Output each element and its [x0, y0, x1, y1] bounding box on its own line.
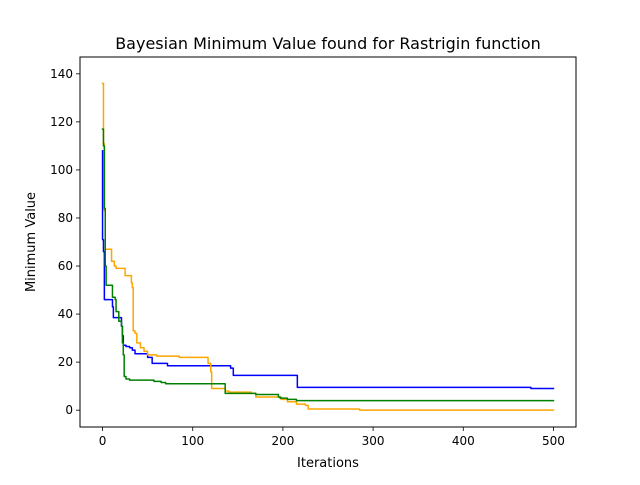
- y-axis-label: Minimum Value: [24, 192, 39, 292]
- x-tick-label: 0: [99, 434, 107, 448]
- y-tick-label: 20: [58, 355, 73, 369]
- x-tick-label: 400: [452, 434, 475, 448]
- axes-frame: [79, 56, 577, 428]
- plot-area: [101, 82, 555, 411]
- x-tick-label: 300: [362, 434, 385, 448]
- y-tick-label: 0: [65, 403, 73, 417]
- y-tick-label: 100: [50, 163, 73, 177]
- x-tick-label: 100: [181, 434, 204, 448]
- y-tick-label: 40: [58, 307, 73, 321]
- series-line-1: [101, 149, 555, 390]
- y-tick-label: 60: [58, 259, 73, 273]
- y-tick-label: 80: [58, 211, 73, 225]
- x-axis-label: Iterations: [297, 456, 359, 471]
- axis-ticks: 0 100 200 300 400 500 0 20 40 60 80 100 120 140: [50, 67, 565, 448]
- series-line-2: [101, 82, 555, 411]
- x-tick-label: 200: [271, 434, 294, 448]
- x-tick-label: 500: [542, 434, 565, 448]
- chart-title: Bayesian Minimum Value found for Rastrig…: [115, 34, 541, 53]
- series-line-3: [101, 128, 555, 402]
- y-tick-label: 140: [50, 67, 73, 81]
- y-tick-label: 120: [50, 115, 73, 129]
